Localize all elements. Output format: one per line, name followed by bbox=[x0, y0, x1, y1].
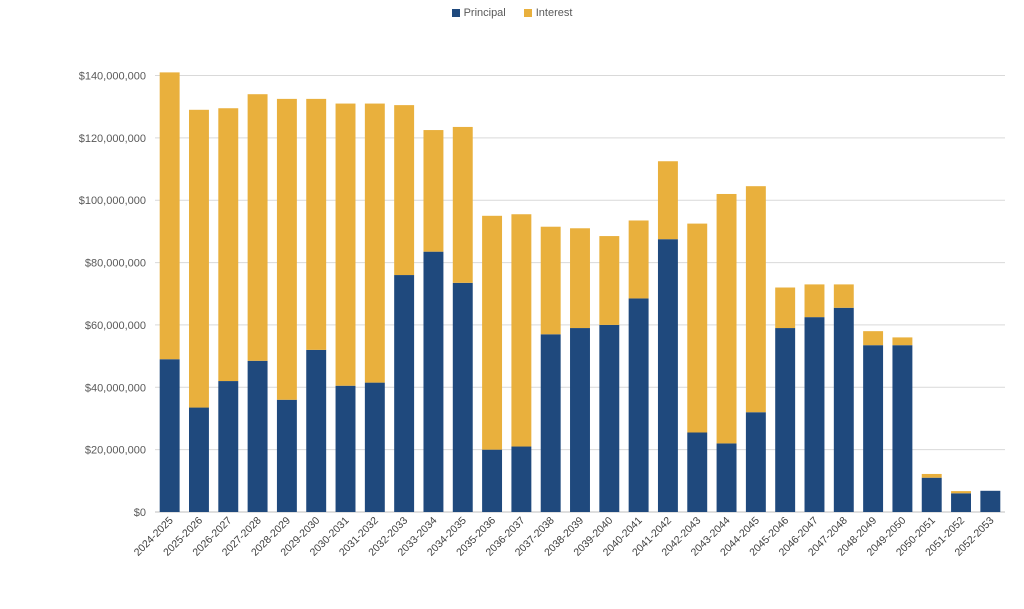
bar-interest bbox=[775, 287, 796, 329]
bar-interest bbox=[833, 284, 854, 308]
bar-interest bbox=[951, 491, 971, 494]
legend-item-interest: Interest bbox=[523, 7, 573, 19]
bar-interest bbox=[657, 161, 678, 240]
bar-interest bbox=[452, 126, 473, 283]
bar-interest bbox=[892, 337, 913, 346]
bar-principal bbox=[394, 275, 415, 512]
bar-principal bbox=[892, 345, 913, 512]
bar-interest bbox=[687, 223, 708, 433]
bar-interest bbox=[570, 228, 590, 329]
bar-principal bbox=[980, 490, 1001, 512]
bar-interest bbox=[364, 103, 385, 383]
bar-principal bbox=[951, 493, 971, 512]
legend-swatch-principal bbox=[451, 9, 460, 17]
bar-interest bbox=[716, 193, 737, 444]
bar-principal bbox=[921, 477, 942, 512]
bar-interest bbox=[482, 215, 503, 450]
bar-interest bbox=[159, 72, 180, 360]
bar-interest bbox=[247, 94, 268, 361]
bar-principal bbox=[863, 345, 884, 512]
bar-interest bbox=[306, 98, 327, 350]
y-tick-label: $80,000,000 bbox=[85, 258, 146, 270]
bar-principal bbox=[775, 328, 796, 512]
bar-principal bbox=[306, 349, 327, 512]
y-tick-label: $100,000,000 bbox=[79, 195, 146, 207]
bar-interest bbox=[540, 226, 561, 335]
bar-principal bbox=[804, 317, 825, 512]
bar-principal bbox=[482, 449, 503, 512]
bar-interest bbox=[628, 220, 649, 299]
bar-principal bbox=[218, 381, 239, 512]
legend-label-interest: Interest bbox=[535, 7, 573, 19]
bar-principal bbox=[247, 360, 268, 512]
bar-principal bbox=[335, 385, 356, 512]
bar-principal bbox=[657, 239, 678, 512]
bar-principal bbox=[159, 359, 180, 512]
legend-label-principal: Principal bbox=[463, 7, 506, 19]
bar-principal bbox=[833, 307, 854, 512]
y-tick-label: $140,000,000 bbox=[79, 71, 146, 83]
y-tick-label: $60,000,000 bbox=[85, 320, 146, 332]
legend-swatch-interest bbox=[523, 9, 532, 17]
bar-interest bbox=[745, 186, 766, 413]
bar-principal bbox=[452, 282, 473, 512]
bar-interest bbox=[804, 284, 825, 318]
bar-principal bbox=[599, 324, 620, 512]
bar-interest bbox=[863, 331, 884, 346]
bar-principal bbox=[687, 432, 708, 512]
bar-principal bbox=[189, 407, 209, 512]
y-tick-label: $0 bbox=[134, 507, 146, 519]
bar-interest bbox=[423, 130, 444, 252]
bar-principal bbox=[540, 334, 561, 512]
bar-interest bbox=[276, 98, 297, 400]
bar-interest bbox=[921, 473, 942, 478]
legend-item-principal: Principal bbox=[451, 7, 506, 19]
bar-principal bbox=[511, 446, 532, 512]
bar-principal bbox=[716, 443, 737, 512]
bar-interest bbox=[599, 236, 620, 325]
bar-interest bbox=[394, 105, 415, 276]
bar-interest bbox=[335, 103, 356, 386]
y-tick-label: $20,000,000 bbox=[85, 445, 146, 457]
y-tick-label: $120,000,000 bbox=[79, 133, 146, 145]
y-tick-label: $40,000,000 bbox=[85, 382, 146, 394]
bar-principal bbox=[745, 412, 766, 512]
bar-interest bbox=[218, 108, 239, 382]
bar-principal bbox=[364, 382, 385, 512]
bar-principal bbox=[570, 328, 590, 512]
bar-principal bbox=[423, 251, 444, 512]
bar-principal bbox=[276, 399, 297, 512]
bar-interest bbox=[511, 214, 532, 447]
bar-principal bbox=[628, 298, 649, 512]
legend: Principal Interest bbox=[0, 7, 1024, 19]
bar-interest bbox=[189, 109, 209, 408]
